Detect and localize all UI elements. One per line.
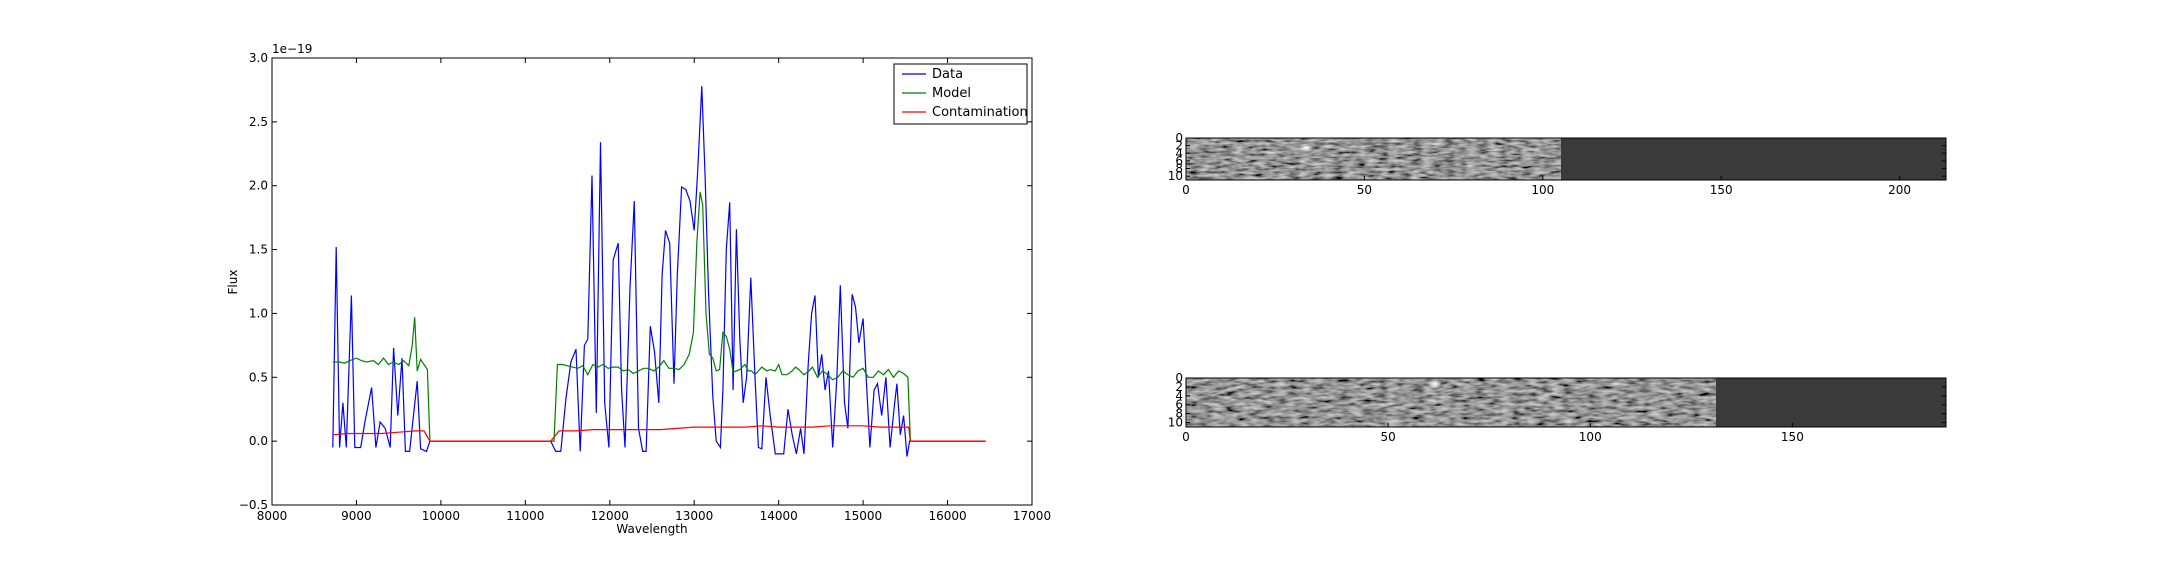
x-tick-label: 150 <box>1710 183 1733 197</box>
y-axis-ticks: −0.5 0.0 0.5 1.0 1.5 2.0 2.5 3.0 <box>239 51 1032 512</box>
x-tick-label: 9000 <box>341 509 372 523</box>
x-tick-label: 50 <box>1357 183 1372 197</box>
y-tick-label: 8 <box>1175 162 1183 176</box>
y-tick-label: 1.0 <box>249 306 268 320</box>
y-tick-label: 3.0 <box>249 51 268 65</box>
y-tick-label: 8 <box>1175 407 1183 421</box>
x-tick-label: 50 <box>1380 430 1395 444</box>
y-tick-label: 10 <box>1168 169 1183 183</box>
series-line-data <box>332 86 986 457</box>
image-data-region <box>1186 378 1716 427</box>
x-tick-label: 100 <box>1531 183 1554 197</box>
image-frame <box>1185 137 1947 181</box>
y-tick-label: 2 <box>1175 380 1183 394</box>
x-tick-label: 150 <box>1781 430 1804 444</box>
x-tick-label: 17000 <box>1013 509 1051 523</box>
x-tick-label: 14000 <box>760 509 798 523</box>
x-tick-label: 100 <box>1579 430 1602 444</box>
legend-entry-contamination: Contamination <box>932 105 1028 120</box>
plot-frame <box>271 57 1033 506</box>
y-tick-label: 2 <box>1175 139 1183 153</box>
image-frame <box>1185 377 1947 428</box>
x-tick-label: 200 <box>1888 183 1911 197</box>
y-axis-label: Flux <box>226 270 240 295</box>
y-tick-label: 10 <box>1168 416 1183 430</box>
x-tick-label: 0 <box>1182 183 1190 197</box>
y-tick-label: 2.0 <box>249 179 268 193</box>
image-data-region <box>1186 138 1561 180</box>
series-line-contamination <box>332 425 986 442</box>
x-axis-ticks: 8000 9000 10000 11000 12000 13000 14000 15000 16… <box>257 58 1051 523</box>
legend-box <box>893 63 1028 125</box>
spectrum-plot: 8000 9000 10000 11000 12000 13000 14000 15000 16… <box>226 42 1051 536</box>
y-tick-label: 0.5 <box>249 370 268 384</box>
y-tick-label: 6 <box>1175 154 1183 168</box>
y-tick-label: 4 <box>1175 389 1183 403</box>
bright-source <box>1428 379 1442 389</box>
x-tick-label: 10000 <box>422 509 460 523</box>
bright-source <box>1299 143 1313 153</box>
x-axis-ticks: 0 50 100 150 200 <box>1182 176 1911 197</box>
legend-entry-model: Model <box>932 86 971 101</box>
x-tick-label: 0 <box>1182 430 1190 444</box>
y-tick-label: 4 <box>1175 146 1183 160</box>
x-tick-label: 13000 <box>675 509 713 523</box>
y-tick-label: 0.0 <box>249 434 268 448</box>
x-axis-label: Wavelength <box>616 522 687 536</box>
x-tick-label: 16000 <box>928 509 966 523</box>
series-lines <box>332 86 986 457</box>
y-tick-label: −0.5 <box>239 498 268 512</box>
x-tick-label: 15000 <box>844 509 882 523</box>
x-axis-ticks: 0 50 100 150 <box>1182 423 1804 444</box>
x-tick-label: 8000 <box>257 509 288 523</box>
y-tick-label: 2.5 <box>249 115 268 129</box>
y-offset-label: 1e−19 <box>272 42 312 56</box>
x-tick-label: 12000 <box>591 509 629 523</box>
y-tick-label: 1.5 <box>249 243 268 257</box>
y-tick-label: 0 <box>1175 371 1183 385</box>
series-line-model <box>332 191 986 442</box>
x-tick-label: 11000 <box>506 509 544 523</box>
y-tick-label: 6 <box>1175 398 1183 412</box>
plot-area <box>272 58 1032 505</box>
legend-entry-data: Data <box>932 67 963 82</box>
y-tick-label: 0 <box>1175 131 1183 145</box>
legend: Data Model Contamination <box>893 63 1028 125</box>
